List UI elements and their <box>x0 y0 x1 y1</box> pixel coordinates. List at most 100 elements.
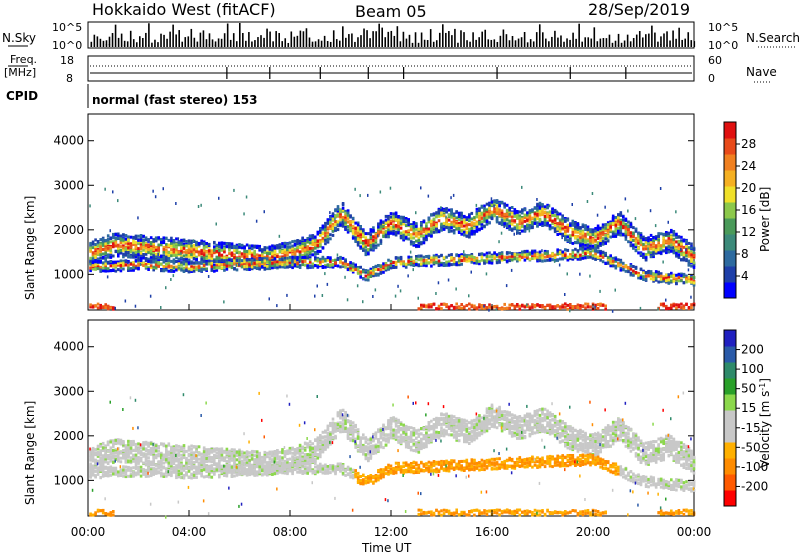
data-cell <box>162 236 166 240</box>
data-cell <box>180 252 182 256</box>
data-cell <box>175 245 178 249</box>
nsky-bar <box>402 31 405 47</box>
data-cell <box>417 254 421 258</box>
data-cell <box>278 246 282 250</box>
data-cell <box>89 305 92 309</box>
nsky-bar <box>345 37 347 47</box>
nsky-bar <box>208 33 211 47</box>
data-cell <box>571 249 575 253</box>
data-cell <box>235 243 239 247</box>
nsky-bar <box>523 32 526 47</box>
data-cell <box>308 246 312 250</box>
data-cell <box>96 265 100 269</box>
data-cell <box>556 258 559 262</box>
data-cell <box>425 305 428 309</box>
data-cell <box>243 264 246 268</box>
data-cell <box>407 223 410 227</box>
data-cell <box>331 228 335 232</box>
data-cell <box>594 303 597 307</box>
freq-marks <box>226 67 627 79</box>
data-cell <box>594 234 597 238</box>
data-cell <box>601 231 605 235</box>
data-cell <box>298 253 302 257</box>
data-cell <box>427 233 431 237</box>
data-cell <box>622 215 625 219</box>
data-cell <box>553 208 557 212</box>
data-cell <box>185 253 188 257</box>
data-cell <box>589 244 592 248</box>
data-cell <box>596 249 600 253</box>
data-cell <box>435 211 438 215</box>
data-cell <box>372 272 375 276</box>
data-cell <box>356 284 359 288</box>
data-cell <box>420 306 423 310</box>
data-cell <box>296 242 299 246</box>
data-cell <box>425 229 428 233</box>
data-cell <box>182 260 186 264</box>
nsky-bar <box>108 36 111 47</box>
data-cell <box>510 268 513 272</box>
nsearch-dot <box>142 44 144 46</box>
data-cell <box>149 260 153 264</box>
data-cell <box>536 208 539 212</box>
data-cell <box>261 248 264 252</box>
data-cell <box>94 267 97 271</box>
data-cell <box>402 230 405 234</box>
data-cell <box>89 303 92 307</box>
data-cell <box>101 238 105 242</box>
data-cell <box>561 236 563 240</box>
data-cell <box>134 304 137 308</box>
data-cell <box>450 226 453 230</box>
nsky-bar <box>360 35 362 47</box>
data-cell <box>308 241 312 245</box>
data-cell <box>89 246 92 250</box>
nsky-bar <box>548 41 550 47</box>
data-cell <box>349 226 352 230</box>
data-cell <box>498 259 501 263</box>
data-cell <box>207 262 211 266</box>
data-cell <box>122 252 125 256</box>
data-cell <box>106 234 110 238</box>
nsky-bar <box>648 33 650 47</box>
data-cell <box>394 256 398 260</box>
data-cell <box>485 220 489 223</box>
data-cell <box>468 259 471 263</box>
data-cell <box>402 216 405 220</box>
data-cell <box>574 305 577 308</box>
data-cell <box>245 250 249 254</box>
data-cell <box>407 259 410 263</box>
data-cell <box>321 260 325 264</box>
data-cell <box>415 239 418 243</box>
data-cell <box>627 232 630 236</box>
nsky-bar <box>620 42 623 47</box>
data-cell <box>589 305 592 309</box>
data-cell <box>430 213 433 217</box>
data-cell <box>359 233 362 236</box>
data-cell <box>379 241 383 245</box>
data-cell <box>425 231 428 235</box>
nsearch-dot <box>263 44 265 46</box>
data-cell <box>124 234 128 238</box>
data-cell <box>503 225 505 228</box>
data-cell <box>571 305 575 308</box>
data-cell <box>591 254 595 258</box>
data-cell <box>263 257 267 261</box>
nave-top-tick: 60 <box>708 54 722 67</box>
data-cell <box>127 268 130 272</box>
data-cell <box>460 213 463 217</box>
data-cell <box>170 278 172 281</box>
data-cell <box>119 259 123 263</box>
data-cell <box>223 241 226 245</box>
data-cell <box>286 259 289 263</box>
data-cell <box>629 271 633 275</box>
data-cell <box>425 264 428 268</box>
data-cell <box>364 238 368 242</box>
data-cell <box>213 248 216 252</box>
data-cell <box>268 263 272 267</box>
data-cell <box>485 254 489 258</box>
data-cell <box>437 263 441 267</box>
nsearch-dot <box>632 44 635 46</box>
data-cell <box>202 253 206 257</box>
data-cell <box>367 248 370 251</box>
data-cell <box>422 230 426 234</box>
